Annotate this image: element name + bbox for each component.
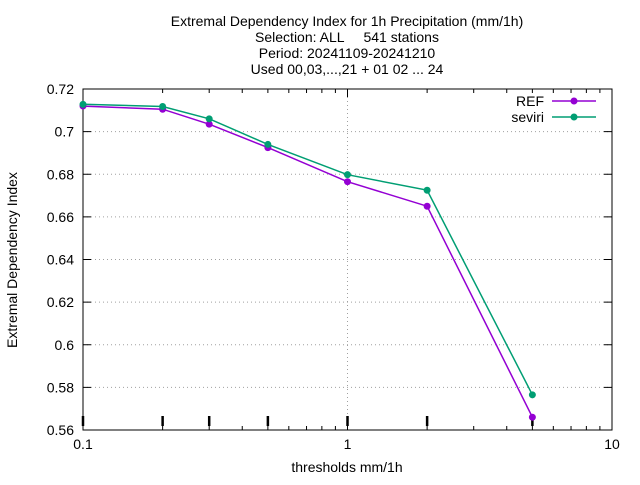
y-axis: 0.56 0.58 0.6 0.62 0.64 0.66 0.68 0.7 0.72 <box>47 81 612 438</box>
y-tick-label: 0.62 <box>47 294 74 310</box>
y-tick-label: 0.68 <box>47 166 74 182</box>
title-line-3: Period: 20241109-20241210 <box>259 45 436 61</box>
data-point-seviri <box>79 100 87 108</box>
data-point-seviri <box>264 140 272 148</box>
series-lines <box>79 100 536 421</box>
series-line-ref <box>82 105 534 418</box>
series-line-seviri <box>82 103 534 396</box>
data-point-ref <box>423 202 431 210</box>
data-point-ref <box>528 413 536 421</box>
title-line-4: Used 00,03,...,21 + 01 02 ... 24 <box>251 61 444 77</box>
y-tick-label: 0.56 <box>47 422 74 438</box>
y-tick-label: 0.64 <box>47 252 74 268</box>
data-point-seviri <box>344 171 351 179</box>
data-point-ref <box>205 120 213 128</box>
grid-lines <box>83 89 612 430</box>
legend-label-seviri: seviri <box>511 109 544 125</box>
x-tick-label: 10 <box>604 436 620 452</box>
y-tick-label: 0.7 <box>55 124 75 140</box>
chart-title: Extremal Dependency Index for 1h Precipi… <box>171 13 524 77</box>
data-point-seviri <box>159 102 167 110</box>
y-tick-label: 0.66 <box>47 209 74 225</box>
legend-marker-seviri <box>570 113 578 121</box>
x-axis-label: thresholds mm/1h <box>291 459 402 475</box>
y-tick-label: 0.72 <box>47 81 74 97</box>
y-tick-label: 0.58 <box>47 379 74 395</box>
x-axis: 0.1 1 10 <box>73 89 620 452</box>
y-tick-label: 0.6 <box>55 337 75 353</box>
data-point-seviri <box>205 115 213 123</box>
data-point-seviri <box>528 391 536 399</box>
data-point-ref <box>344 178 351 186</box>
legend-label-ref: REF <box>516 93 544 109</box>
data-point-seviri <box>423 186 431 194</box>
threshold-markers <box>81 416 534 426</box>
title-line-1: Extremal Dependency Index for 1h Precipi… <box>171 13 524 29</box>
x-tick-label: 0.1 <box>73 436 93 452</box>
legend-marker-ref <box>570 97 578 105</box>
x-tick-label: 1 <box>344 436 352 452</box>
title-line-2: Selection: ALL 541 stations <box>255 29 439 45</box>
y-axis-label: Extremal Dependency Index <box>4 172 20 348</box>
